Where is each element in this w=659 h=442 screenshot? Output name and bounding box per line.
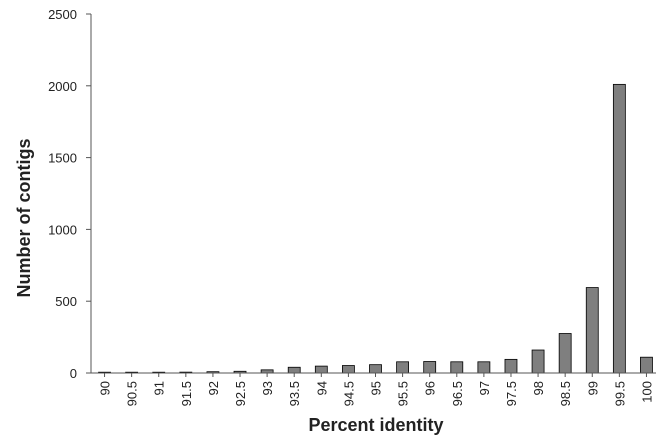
x-axis-ticks: 90 90.5 91 91.5 92 92.5 93 93.5 94 94.5 95 95.5 96 96… xyxy=(98,373,654,406)
y-tick-label: 1000 xyxy=(48,222,77,237)
x-tick-label: 94 xyxy=(314,381,329,395)
bar xyxy=(314,365,328,374)
bar xyxy=(396,361,409,374)
x-tick-label: 91.5 xyxy=(179,381,194,406)
axes xyxy=(90,14,656,374)
x-tick-label: 94.5 xyxy=(341,381,356,406)
bar xyxy=(342,365,355,374)
bar xyxy=(612,83,626,374)
bar xyxy=(640,356,653,374)
bars xyxy=(98,83,653,374)
y-tick-label: 0 xyxy=(70,366,77,381)
x-tick-label: 91 xyxy=(152,381,167,395)
x-tick-label: 92 xyxy=(206,381,221,395)
x-tick-label: 97 xyxy=(477,381,492,395)
x-tick-label: 96.5 xyxy=(450,381,465,406)
bar xyxy=(423,361,437,374)
x-tick-label: 99.5 xyxy=(612,381,627,406)
x-tick-label: 97.5 xyxy=(504,381,519,406)
x-axis-title: Percent identity xyxy=(308,415,443,435)
bar xyxy=(477,361,491,374)
x-tick-label: 99 xyxy=(585,381,600,395)
y-tick-label: 2000 xyxy=(48,79,77,94)
y-tick-label: 500 xyxy=(55,294,77,309)
y-tick-label: 2500 xyxy=(48,7,77,22)
x-tick-label: 100 xyxy=(639,381,654,403)
y-axis-ticks: 0 500 1000 1500 2000 2500 xyxy=(48,7,91,381)
bar xyxy=(585,287,599,374)
x-tick-label: 95.5 xyxy=(396,381,411,406)
x-tick-label: 93 xyxy=(260,381,275,395)
x-tick-label: 98 xyxy=(531,381,546,395)
bar xyxy=(369,364,382,374)
bar xyxy=(531,349,545,374)
bar xyxy=(450,361,464,374)
x-tick-label: 96 xyxy=(423,381,438,395)
y-tick-label: 1500 xyxy=(48,151,77,166)
x-tick-label: 92.5 xyxy=(233,381,248,406)
x-tick-label: 93.5 xyxy=(287,381,302,406)
y-axis-title: Number of contigs xyxy=(14,138,34,297)
x-tick-label: 90.5 xyxy=(125,381,140,406)
bar xyxy=(504,358,518,374)
x-tick-label: 90 xyxy=(98,381,113,395)
bar xyxy=(558,333,572,374)
x-tick-label: 98.5 xyxy=(558,381,573,406)
x-tick-label: 95 xyxy=(369,381,384,395)
bar xyxy=(287,366,301,374)
